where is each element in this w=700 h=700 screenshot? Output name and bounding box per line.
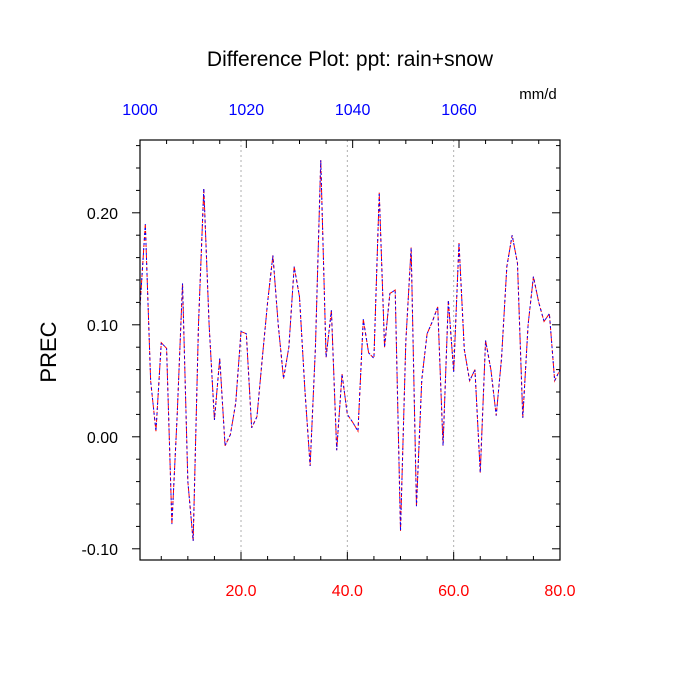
grid-layer bbox=[240, 140, 455, 560]
units-label: mm/d bbox=[519, 86, 557, 103]
x-tick-label: 20.0 bbox=[225, 583, 256, 600]
y-axis-label: PREC bbox=[36, 321, 61, 382]
top-tick-label: 1060 bbox=[441, 102, 477, 119]
top-tick-label: 1000 bbox=[122, 102, 158, 119]
y-tick-label: 0.10 bbox=[87, 318, 118, 335]
y-tick-label: -0.10 bbox=[82, 542, 119, 559]
plot-frame bbox=[139, 139, 561, 561]
top-tick-label: 1040 bbox=[335, 102, 371, 119]
axes-layer: 20.0 40.0 60.0 80.0 1000 1020 1040 1060 -0.10 0.0… bbox=[82, 102, 576, 600]
y-tick-label: 0.20 bbox=[87, 206, 118, 223]
top-tick-label: 1020 bbox=[229, 102, 265, 119]
series-layer bbox=[139, 160, 561, 542]
series-line bbox=[139, 160, 561, 542]
chart-title: Difference Plot: ppt: rain+snow bbox=[207, 48, 494, 71]
series-line bbox=[139, 160, 561, 542]
y-tick-label: 0.00 bbox=[87, 430, 118, 447]
x-tick-label: 80.0 bbox=[544, 583, 575, 600]
x-tick-label: 40.0 bbox=[332, 583, 363, 600]
x-tick-label: 60.0 bbox=[438, 583, 469, 600]
